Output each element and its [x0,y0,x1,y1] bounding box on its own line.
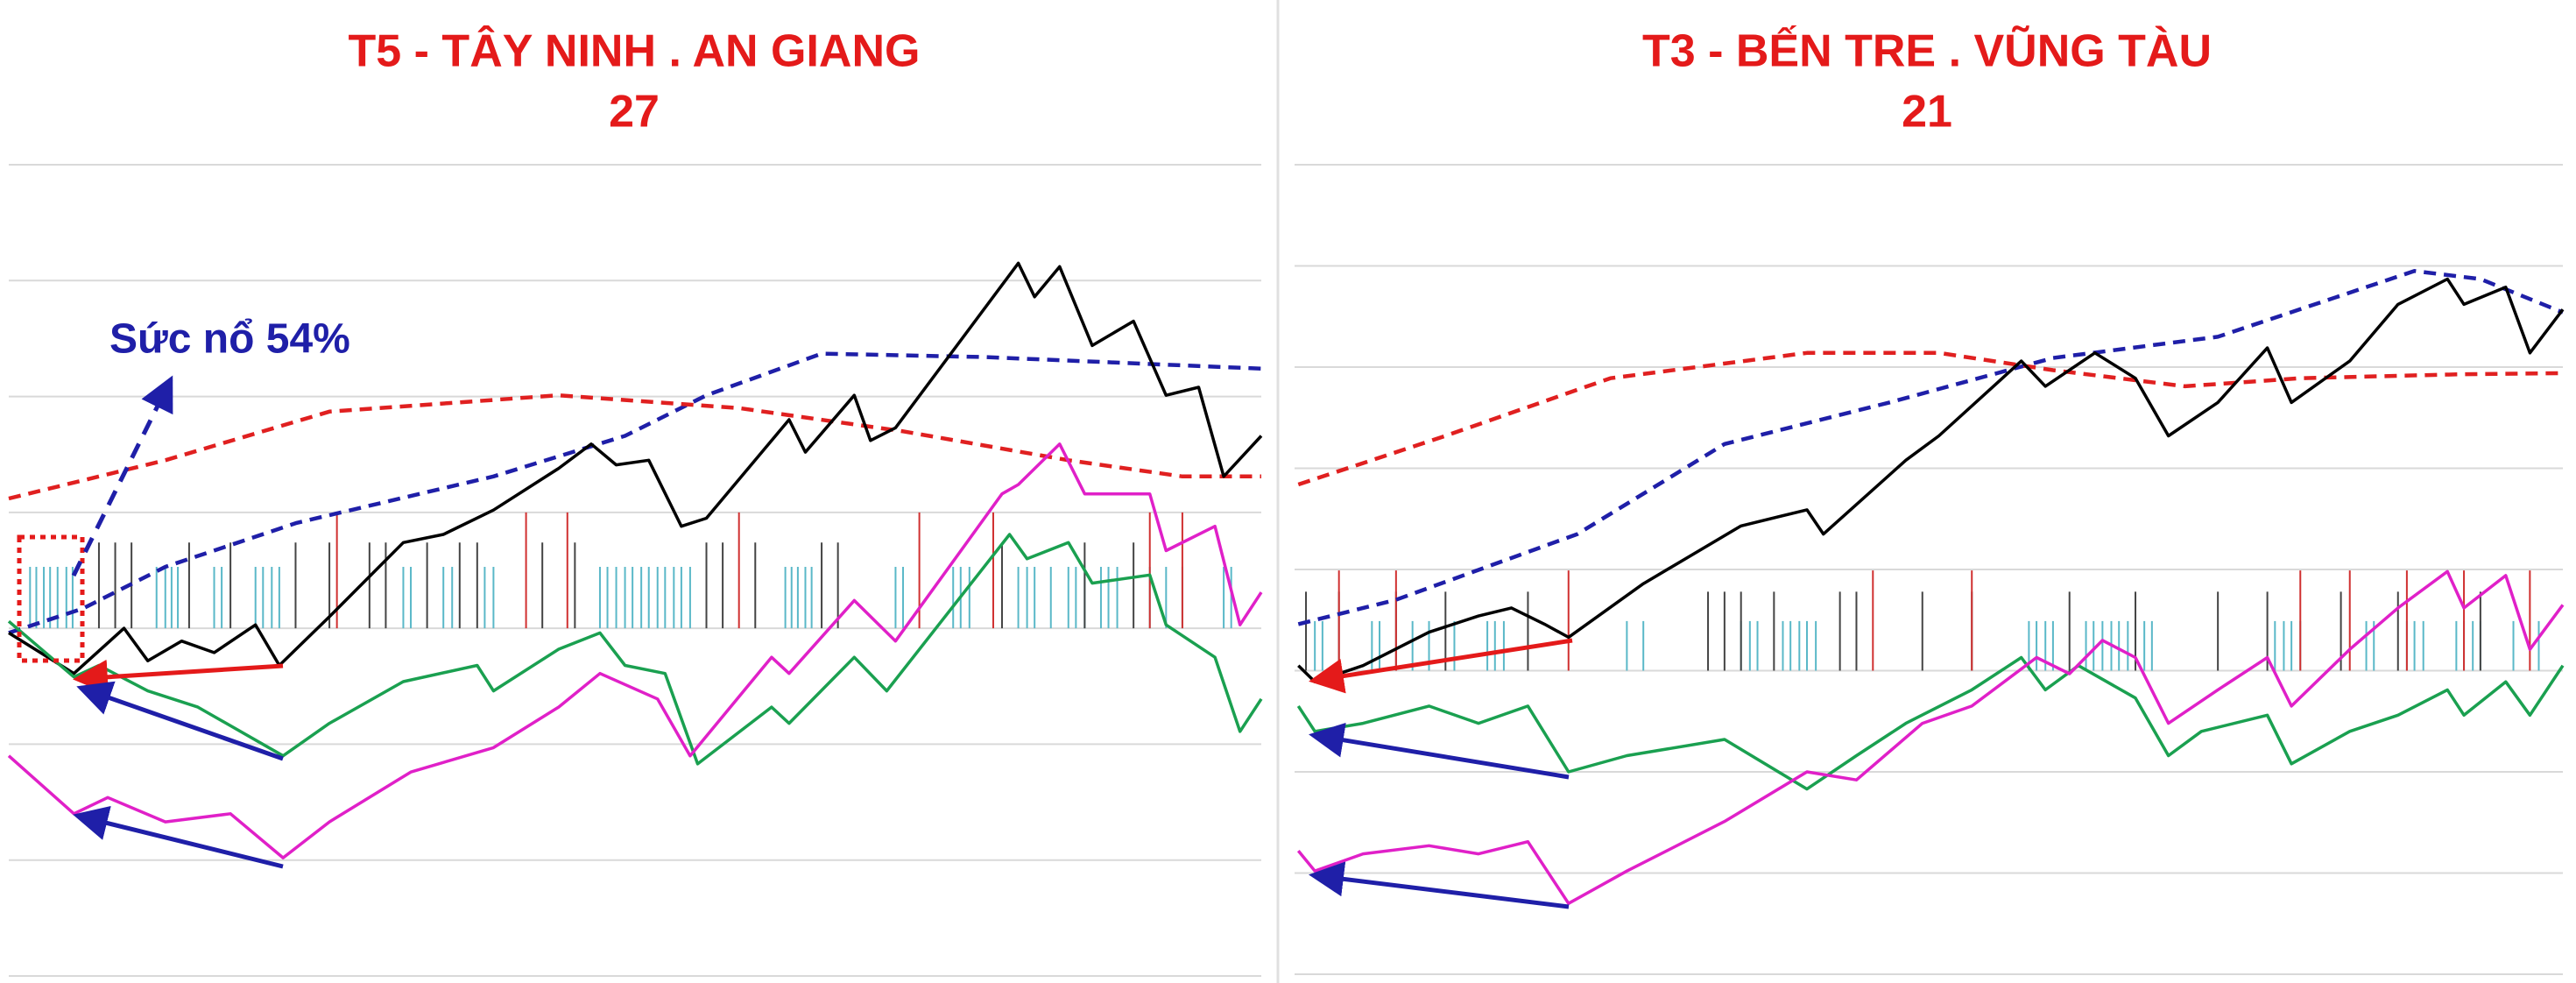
annotation: Sức nổ 54% [109,316,350,363]
line [1296,655,2565,791]
line [8,261,1263,675]
chart-subtitle: 21 [1902,87,1952,138]
chart-title: T5 - TÂY NINH . AN GIANG [349,25,921,77]
dashed-line [1297,269,2564,626]
plot-area: T5 - TÂY NINH . AN GIANG 27 T3 - BẾN TRE .… [7,25,2565,977]
line [1296,569,2565,905]
blue-arrow [73,805,284,869]
blue-arrow [1309,722,1570,780]
highlight-box [17,534,85,663]
blue-arrow [1309,861,1570,909]
annotations: Sức nổ 54% [17,316,1573,909]
dashed-line [8,392,1261,501]
line [7,442,1263,859]
line [7,533,1263,766]
dashed-line [1297,350,2564,487]
chart-subtitle: 27 [609,87,660,138]
red-arrow [1309,638,1573,694]
dashed-line [8,351,1262,635]
line [1297,277,2565,683]
chart-title: T3 - BẾN TRE . VŨNG TÀU [1642,25,2212,77]
red-arrow [73,659,284,695]
dashed-arrow [71,375,173,577]
blue-arrow [76,681,284,761]
